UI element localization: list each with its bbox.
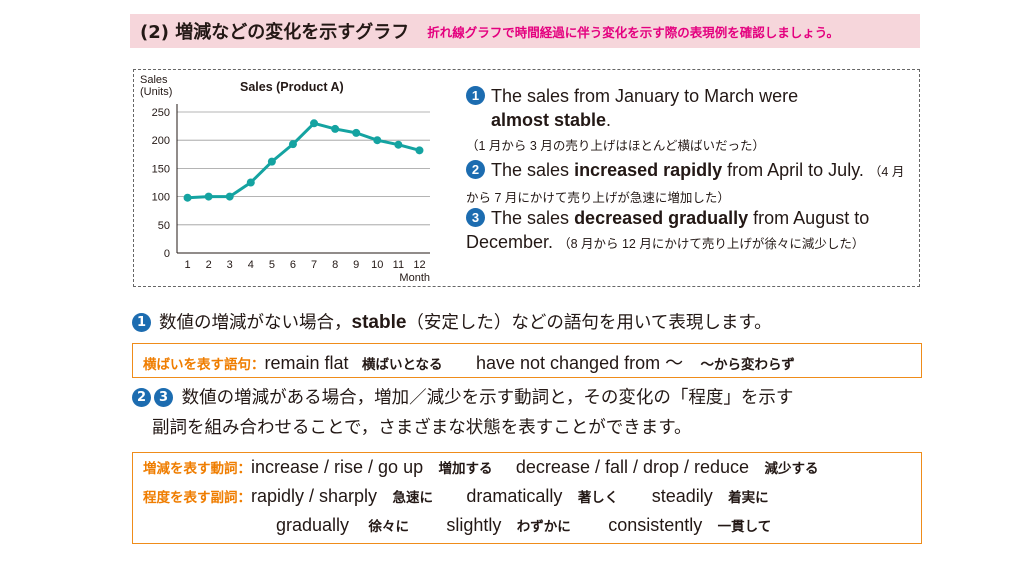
number-badge-1: 1 [466,86,485,105]
y-axis-label: Sales (Units) [140,74,172,98]
phrase-jp: 横ばいとなる [361,357,443,373]
y-tick-label: 0 [164,248,170,260]
phrase-en: have not changed from ～ [475,353,684,373]
desc-2-jp: （4 月から 7 月にかけて売り上げが急速に増加した） [466,165,905,205]
adverb-jp: 著しく [577,490,619,506]
data-point [331,124,340,133]
desc-3-post: from August to December. [466,208,870,252]
section-1-keyword: stable [351,312,407,333]
x-tick-label: 2 [206,259,212,271]
x-tick-label: 8 [332,259,338,271]
chart-title: Sales (Product A) [240,80,344,94]
verb-jp: 増加する [438,461,493,477]
phrase-jp: ～から変わらず [700,357,795,373]
x-tick-label: 10 [371,259,383,271]
flat-phrases-box: 横ばいを表す語句：remain flat 横ばいとなる have not cha… [132,343,922,378]
desc-3-bold: decreased gradually [574,208,749,228]
x-tick-label: 7 [311,259,317,271]
number-badge-2: 2 [466,160,485,179]
desc-3-pre: The sales [491,208,570,228]
data-point [288,140,297,149]
flat-phrases-row: 横ばいを表す語句：remain flat 横ばいとなる have not cha… [143,349,795,375]
sales-line-chart: 0 50 100 150 200 250 1 2 3 4 5 6 7 8 9 10 11 12 Month [140,74,440,286]
adverb-jp: 着実に [728,490,769,506]
section-23-line2: 副詞を組み合わせることで，さまざまな状態を表すことができます。 [152,418,692,438]
x-tick-label: 5 [269,259,275,271]
series-line [187,121,420,200]
x-tick-label: 12 [413,259,425,271]
adverb-jp: 一貫して [717,519,772,535]
description-2: 2 The sales increased rapidly from April … [466,158,912,210]
section-title: (2) 増減などの変化を示すグラフ [140,22,410,43]
y-axis-label-line2: (Units) [140,86,173,98]
y-tick-label: 50 [158,220,170,232]
data-point [204,192,213,201]
x-axis-label: Month [399,272,430,284]
adverb-en: rapidly / sharply [251,486,378,506]
description-3: 3 The sales decreased gradually from Augu… [466,206,912,256]
section-header: (2) 増減などの変化を示すグラフ 折れ線グラフで時間経過に伴う変化を示す際の表… [130,14,920,48]
data-point [415,146,424,155]
adverb-jp: わずかに [516,519,571,535]
adverb-en: slightly [446,515,502,535]
y-tick-label: 250 [152,107,170,119]
number-badge-s3: 3 [154,388,173,407]
verbs-label: 増減を表す動詞： [143,461,251,477]
x-tick-label: 6 [290,259,296,271]
section-1-post: （安定した）などの語句を用いて表現します。 [406,313,772,333]
verb-jp: 減少する [764,461,819,477]
data-point [183,193,192,202]
x-tick-label: 4 [248,259,254,271]
y-axis-label-line1: Sales [140,74,168,86]
adverbs-row-2: gradually 徐々に slightly わずかに consistently… [276,515,771,536]
section-1-text: 1 数値の増減がない場合，stable（安定した）などの語句を用いて表現します。 [132,309,922,334]
adverb-jp: 急速に [392,490,433,506]
verb-en: decrease / fall / drop / reduce [515,457,750,477]
section-23-line1: 数値の増減がある場合，増加／減少を示す動詞と，その変化の「程度」を示す [181,388,794,408]
adverb-en: gradually [276,515,350,535]
number-badge-s1: 1 [132,313,151,332]
adverb-en: dramatically [466,486,563,506]
desc-1-bold: almost stable [491,110,607,130]
x-tick-label: 11 [393,259,404,271]
adverbs-label: 程度を表す副詞： [143,490,251,506]
data-point [246,178,255,187]
phrase-en: remain flat [264,353,349,373]
number-badge-3: 3 [466,208,485,227]
desc-3-jp: （8 月から 12 月にかけて売り上げが徐々に減少した） [558,237,865,251]
verbs-adverbs-box: 増減を表す動詞：increase / rise / go up 増加する dec… [132,452,922,544]
data-point [373,136,382,145]
y-tick-label: 200 [152,135,170,147]
x-tick-label: 3 [227,259,233,271]
desc-1-jp: （1 月から 3 月の売り上げはほとんど横ばいだった） [466,139,765,153]
y-tick-label: 150 [152,163,170,175]
section-1-pre: 数値の増減がない場合， [159,313,352,333]
y-tick-label: 100 [152,192,170,204]
desc-1-post: . [606,110,612,130]
x-tick-label: 1 [184,259,190,271]
example-box [133,69,920,287]
data-point [352,128,361,137]
desc-2-pre: The sales [491,160,570,180]
adverb-jp: 徐々に [368,519,409,535]
desc-1-pre: The sales from January to March were [491,86,799,106]
verbs-row: 増減を表す動詞：increase / rise / go up 増加する dec… [143,457,818,478]
desc-2-bold: increased rapidly [574,160,723,180]
data-point [225,192,234,201]
verb-en: increase / rise / go up [251,457,424,477]
flat-phrases-label: 横ばいを表す語句： [143,357,265,373]
number-badge-s2: 2 [132,388,151,407]
section-subtitle: 折れ線グラフで時間経過に伴う変化を示す際の表現例を確認しましょう。 [427,24,840,40]
adverbs-row-1: 程度を表す副詞：rapidly / sharply 急速に dramatical… [143,486,769,507]
data-point [394,140,403,149]
adverb-en: consistently [608,515,703,535]
description-1: 1 The sales from January to March were al… [466,84,912,158]
data-point [310,119,319,128]
x-tick-label: 9 [353,259,359,271]
data-point [267,157,276,166]
desc-2-post: from April to July. [727,160,864,180]
adverb-en: steadily [651,486,713,506]
